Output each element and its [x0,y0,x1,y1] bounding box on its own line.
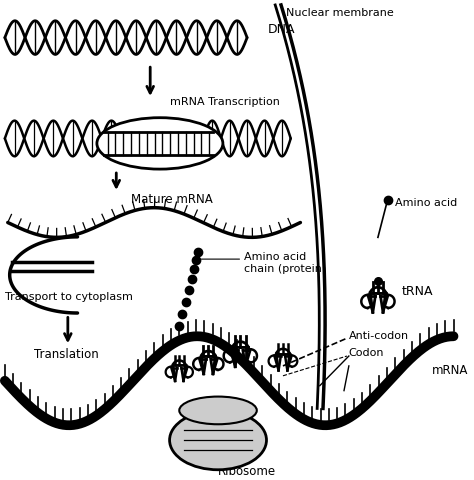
Text: Amino acid: Amino acid [395,198,457,208]
Text: DNA: DNA [267,23,295,36]
Text: Anti-codon: Anti-codon [349,331,409,341]
Text: mRNA Transcription: mRNA Transcription [170,97,280,107]
Ellipse shape [170,410,266,470]
Text: mRNA: mRNA [432,364,469,377]
Text: Amino acid
chain (protein): Amino acid chain (protein) [244,252,327,274]
Ellipse shape [97,118,223,169]
Text: Mature mRNA: Mature mRNA [131,193,212,206]
Text: Nuclear membrane: Nuclear membrane [286,8,393,18]
Ellipse shape [179,396,257,424]
Text: tRNA: tRNA [402,285,434,298]
Text: Transport to cytoplasm: Transport to cytoplasm [5,292,133,302]
Text: Translation: Translation [34,348,99,361]
Text: Ribosome: Ribosome [218,465,276,478]
Text: Codon: Codon [349,348,384,358]
